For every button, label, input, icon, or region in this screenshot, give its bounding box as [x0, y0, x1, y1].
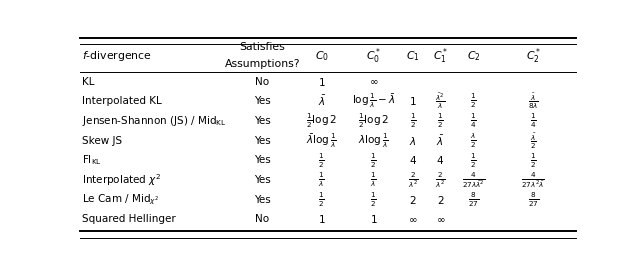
Text: $2$: $2$	[436, 194, 444, 206]
Text: $\infty$: $\infty$	[408, 215, 418, 224]
Text: $4$: $4$	[436, 154, 444, 166]
Text: $1$: $1$	[409, 95, 417, 107]
Text: $1$: $1$	[369, 213, 377, 225]
Text: Yes: Yes	[254, 96, 271, 106]
Text: $\frac{\bar{\lambda}}{8\lambda}$: $\frac{\bar{\lambda}}{8\lambda}$	[528, 91, 539, 111]
Text: Yes: Yes	[254, 175, 271, 185]
Text: $\frac{\lambda}{2}$: $\frac{\lambda}{2}$	[470, 131, 477, 150]
Text: $\frac{1}{2}\log 2$: $\frac{1}{2}\log 2$	[307, 112, 337, 130]
Text: $\frac{1}{2}$: $\frac{1}{2}$	[530, 151, 537, 170]
Text: $\frac{1}{\lambda}$: $\frac{1}{\lambda}$	[370, 171, 377, 189]
Text: $\frac{1}{2}$: $\frac{1}{2}$	[470, 92, 477, 111]
Text: FI$_{\mathrm{KL}}$: FI$_{\mathrm{KL}}$	[83, 153, 102, 167]
Text: No: No	[255, 215, 269, 224]
Text: $\frac{1}{2}$: $\frac{1}{2}$	[437, 112, 444, 130]
Text: $\frac{8}{27}$: $\frac{8}{27}$	[528, 191, 539, 209]
Text: $\lambda\log\frac{1}{\lambda}$: $\lambda\log\frac{1}{\lambda}$	[358, 131, 388, 150]
Text: $\frac{\bar{\lambda}^2}{\lambda}$: $\frac{\bar{\lambda}^2}{\lambda}$	[435, 91, 445, 111]
Text: $\frac{\bar{\lambda}}{2}$: $\frac{\bar{\lambda}}{2}$	[530, 131, 537, 151]
Text: Assumptions?: Assumptions?	[225, 59, 300, 69]
Text: $C_1$: $C_1$	[406, 49, 420, 63]
Text: Satisfies: Satisfies	[239, 43, 285, 52]
Text: $2$: $2$	[410, 194, 417, 206]
Text: $\bar{\lambda}$: $\bar{\lambda}$	[318, 94, 326, 108]
Text: Jensen-Shannon (JS) / Mid$_{\mathrm{KL}}$: Jensen-Shannon (JS) / Mid$_{\mathrm{KL}}…	[83, 114, 227, 128]
Text: $C_0^*$: $C_0^*$	[365, 46, 381, 66]
Text: No: No	[255, 76, 269, 87]
Text: Le Cam / Mid$_{\chi^2}$: Le Cam / Mid$_{\chi^2}$	[83, 192, 159, 207]
Text: $\infty$: $\infty$	[369, 76, 378, 87]
Text: $1$: $1$	[318, 76, 326, 88]
Text: $C_1^*$: $C_1^*$	[433, 46, 448, 66]
Text: Yes: Yes	[254, 195, 271, 205]
Text: $\bar{\lambda}$: $\bar{\lambda}$	[436, 133, 444, 148]
Text: $\frac{1}{2}$: $\frac{1}{2}$	[370, 151, 377, 170]
Text: $\frac{1}{4}$: $\frac{1}{4}$	[470, 112, 477, 130]
Text: $\frac{1}{2}$: $\frac{1}{2}$	[470, 151, 477, 170]
Text: $f$-divergence: $f$-divergence	[83, 49, 152, 63]
Text: $\frac{4}{27\lambda^2\bar{\lambda}}$: $\frac{4}{27\lambda^2\bar{\lambda}}$	[522, 170, 545, 190]
Text: KL: KL	[83, 76, 95, 87]
Text: Interpolated KL: Interpolated KL	[83, 96, 162, 106]
Text: $\frac{8}{27}$: $\frac{8}{27}$	[468, 191, 479, 209]
Text: Yes: Yes	[254, 155, 271, 165]
Text: $\frac{2}{\lambda^2}$: $\frac{2}{\lambda^2}$	[435, 170, 445, 190]
Text: $1$: $1$	[318, 213, 326, 225]
Text: $C_2$: $C_2$	[467, 49, 480, 63]
Text: Interpolated $\chi^2$: Interpolated $\chi^2$	[83, 172, 162, 188]
Text: $\log\frac{1}{\lambda}-\bar{\lambda}$: $\log\frac{1}{\lambda}-\bar{\lambda}$	[351, 92, 396, 111]
Text: $\frac{1}{4}$: $\frac{1}{4}$	[530, 112, 537, 130]
Text: $\frac{2}{\lambda^2}$: $\frac{2}{\lambda^2}$	[408, 170, 419, 190]
Text: Skew JS: Skew JS	[83, 136, 123, 146]
Text: $\frac{1}{2}$: $\frac{1}{2}$	[410, 112, 417, 130]
Text: $\frac{1}{2}$: $\frac{1}{2}$	[370, 191, 377, 209]
Text: $\frac{1}{2}$: $\frac{1}{2}$	[319, 191, 325, 209]
Text: $\frac{1}{2}\log 2$: $\frac{1}{2}\log 2$	[358, 112, 389, 130]
Text: $\lambda$: $\lambda$	[410, 135, 417, 147]
Text: $\frac{1}{\lambda}$: $\frac{1}{\lambda}$	[318, 171, 325, 189]
Text: $4$: $4$	[409, 154, 417, 166]
Text: $C_2^*$: $C_2^*$	[525, 46, 541, 66]
Text: $\frac{1}{2}$: $\frac{1}{2}$	[319, 151, 325, 170]
Text: Yes: Yes	[254, 116, 271, 126]
Text: Yes: Yes	[254, 136, 271, 146]
Text: $\frac{4}{27\lambda\bar{\lambda}^2}$: $\frac{4}{27\lambda\bar{\lambda}^2}$	[461, 170, 485, 190]
Text: $C_0$: $C_0$	[315, 49, 329, 63]
Text: $\bar{\lambda}\log\frac{1}{\lambda}$: $\bar{\lambda}\log\frac{1}{\lambda}$	[307, 131, 337, 150]
Text: Squared Hellinger: Squared Hellinger	[83, 215, 176, 224]
Text: $\infty$: $\infty$	[436, 215, 445, 224]
